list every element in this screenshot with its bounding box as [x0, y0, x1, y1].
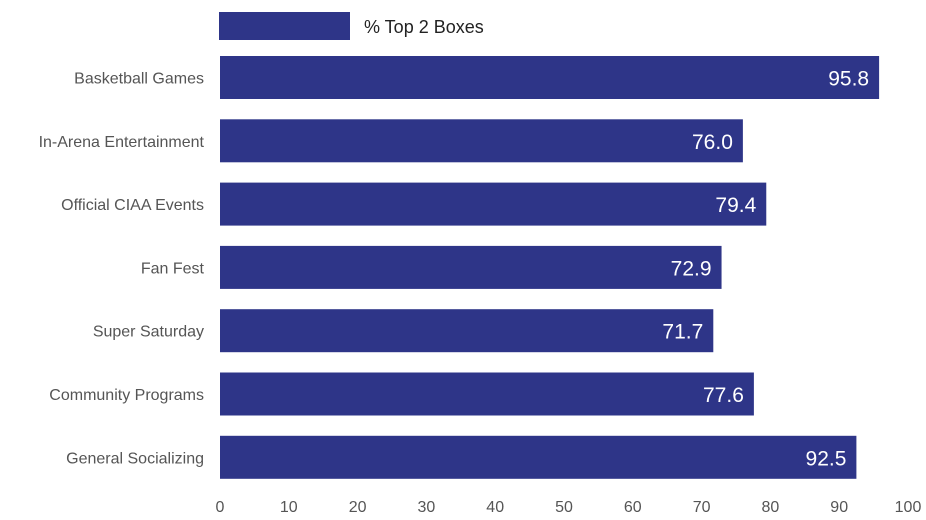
bar	[220, 309, 714, 353]
legend-swatch	[219, 12, 350, 40]
x-tick-label: 30	[418, 499, 436, 516]
bar	[220, 372, 754, 416]
x-tick-label: 100	[895, 499, 922, 516]
data-label: 92.5	[806, 447, 847, 470]
x-tick-label: 60	[624, 499, 642, 516]
x-tick-label: 70	[693, 499, 711, 516]
x-tick-label: 10	[280, 499, 298, 516]
data-label: 71.7	[662, 321, 703, 344]
bar	[220, 56, 880, 99]
bar	[220, 119, 743, 163]
data-label: 77.6	[703, 384, 744, 407]
category-label: Community Programs	[49, 387, 204, 404]
category-label: Official CIAA Events	[61, 197, 204, 214]
category-label: Basketball Games	[74, 71, 204, 88]
x-tick-label: 40	[486, 499, 504, 516]
x-axis-ticks: 0 10 20 30 40 50 60 70 80 90 100	[216, 499, 922, 516]
bar	[220, 245, 722, 289]
legend-label: % Top 2 Boxes	[364, 17, 484, 37]
legend: % Top 2 Boxes	[219, 12, 484, 40]
x-tick-label: 20	[349, 499, 367, 516]
data-label: 72.9	[671, 257, 712, 280]
data-labels: 95.8 76.0 79.4 72.9 71.7 77.6 92.5	[662, 68, 869, 471]
x-tick-label: 0	[216, 499, 225, 516]
x-tick-label: 90	[830, 499, 848, 516]
data-label: 95.8	[828, 68, 869, 91]
category-label: General Socializing	[66, 450, 204, 467]
category-label: In-Arena Entertainment	[39, 134, 205, 151]
bar	[220, 182, 767, 226]
x-tick-label: 80	[762, 499, 780, 516]
category-labels: Basketball Games In-Arena Entertainment Of…	[39, 71, 205, 468]
category-label: Super Saturday	[93, 324, 204, 341]
bars	[220, 56, 880, 479]
data-label: 79.4	[715, 194, 756, 217]
data-label: 76.0	[692, 131, 733, 154]
x-tick-label: 50	[555, 499, 573, 516]
category-label: Fan Fest	[141, 260, 205, 277]
bar	[220, 435, 857, 479]
